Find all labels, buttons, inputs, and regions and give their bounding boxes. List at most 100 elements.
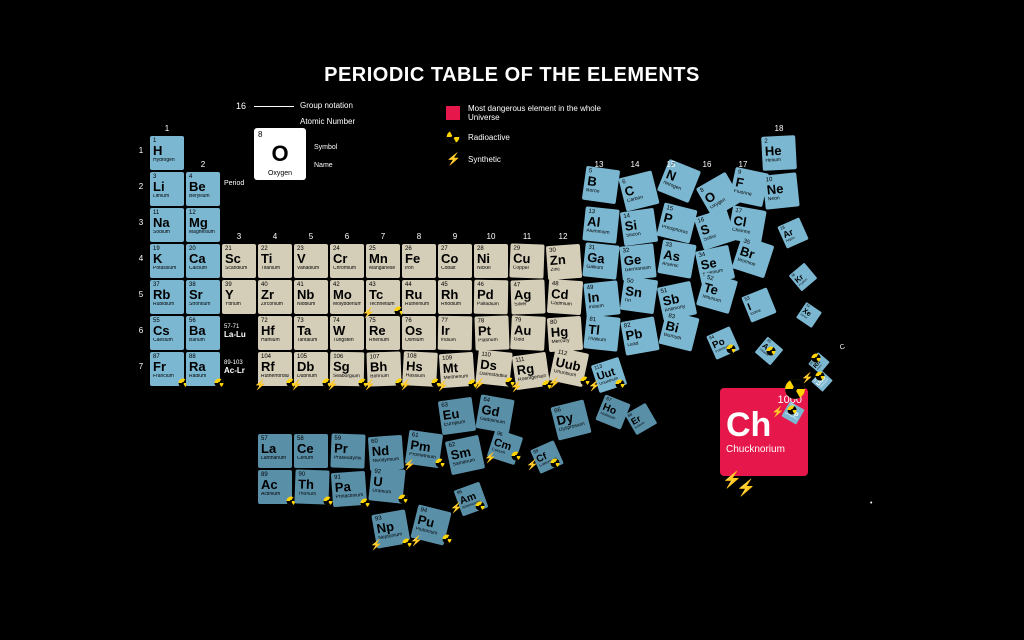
group-number: 11 <box>510 232 544 241</box>
element-name: Gold <box>513 337 541 343</box>
group-number: 15 <box>654 160 688 169</box>
element-name: Iron <box>405 266 433 271</box>
element-symbol: Sr <box>189 288 217 302</box>
bolt-icon: ⚡ <box>736 478 756 498</box>
element-name: Vanadium <box>297 266 325 271</box>
element-name: Rutherfordium <box>261 374 289 379</box>
period-number: 1 <box>136 146 146 155</box>
element-name: Technetium <box>369 302 397 307</box>
group-number: 4 <box>258 232 292 241</box>
debris-text: • <box>870 500 872 507</box>
element-As: 33AsArsenic <box>657 239 696 278</box>
bolt-icon: ⚡ <box>801 373 813 384</box>
bolt-icon: ⚡ <box>548 378 560 389</box>
element-Ca: 20CaCalcium <box>186 244 220 278</box>
element-H: 1HHydrogen <box>150 136 184 170</box>
period-number: 5 <box>136 290 146 299</box>
legend-pointer: Period <box>224 180 244 187</box>
element-Si: 14SiSilicon <box>620 208 658 246</box>
element-C: 6CCarbon <box>618 170 659 211</box>
element-Os: 76OsOsmium <box>402 316 436 350</box>
element-name: Tungsten <box>333 338 361 343</box>
legend-label: Atomic Number <box>300 116 355 128</box>
key-name: Oxygen <box>254 170 306 177</box>
element-name: Osmium <box>405 338 433 343</box>
element-name: Dubnium <box>297 374 325 379</box>
element-W: 74WTungsten <box>330 316 364 350</box>
element-Y: 39YYttrium <box>222 280 256 314</box>
element-name: Radium <box>189 374 217 379</box>
element-Li: 3LiLithium <box>150 172 184 206</box>
element-name: Tantalum <box>297 338 325 343</box>
element-symbol: Ti <box>261 252 289 266</box>
element-name: Cobalt <box>441 266 469 271</box>
group-number: 9 <box>438 232 472 241</box>
radioactive-icon <box>435 458 445 471</box>
radioactive-icon <box>475 501 485 514</box>
element-name: Titanium <box>261 266 289 271</box>
element-Cd: 48CdCadmium <box>547 279 583 315</box>
element-symbol: He <box>765 143 794 158</box>
element-symbol: Db <box>297 360 325 374</box>
element-name: Thorium <box>298 492 326 498</box>
element-name: Silver <box>514 302 542 308</box>
radioactive-icon <box>726 344 736 357</box>
legend-pointer: Symbol <box>314 144 337 151</box>
element-name: Mercury <box>551 338 579 345</box>
element-name: Rhenium <box>369 338 397 343</box>
element-Cr: 24CrChromium <box>330 244 364 278</box>
element-symbol: Pt <box>478 324 506 339</box>
bolt-icon: ⚡ <box>436 381 448 392</box>
bolt-icon: ⚡ <box>450 503 462 514</box>
element-symbol: Ca <box>189 252 217 266</box>
element-Nb: 41NbNiobium <box>294 280 328 314</box>
legend-label: Group notation <box>300 100 353 112</box>
element-Sm: 62SmSamarium <box>445 435 485 475</box>
element-symbol: Cr <box>333 252 361 266</box>
radioactive-icon <box>787 405 797 418</box>
element-symbol: Rh <box>441 288 469 302</box>
element-Tl: 81TlThallium <box>583 314 620 351</box>
element-Zr: 40ZrZirconium <box>258 280 292 314</box>
element-symbol: Be <box>189 180 217 194</box>
lanthanide-range: 57-71La-Lu <box>224 321 246 339</box>
element-Mg: 12MgMagnesium <box>186 208 220 242</box>
element-symbol: Ir <box>441 324 469 338</box>
element-symbol: Ba <box>189 324 217 338</box>
element-Mo: 42MoMolybdenum <box>330 280 364 314</box>
element-symbol: H <box>153 144 181 158</box>
legend-text: Synthetic <box>468 155 501 164</box>
element-K: 19KPotassium <box>150 244 184 278</box>
element-symbol: Pd <box>477 288 505 302</box>
period-number: 4 <box>136 254 146 263</box>
element-I: 53IIodine <box>741 287 776 322</box>
element-Sr: 38SrStrontium <box>186 280 220 314</box>
radioactive-icon <box>323 496 333 509</box>
element-name: Actinium <box>261 492 289 497</box>
element-symbol: Os <box>405 324 433 338</box>
group-number: 10 <box>474 232 508 241</box>
radioactive-icon <box>398 494 408 507</box>
radioactive-icon <box>811 353 821 366</box>
element-name: Platinum <box>478 338 506 344</box>
element-Ba: 56BaBarium <box>186 316 220 350</box>
element-Ir: 77IrIridium <box>438 316 473 351</box>
element-name: Francium <box>153 374 181 379</box>
element-Pb: 82PbLead <box>620 316 659 355</box>
element-He: 2HeHelium <box>761 135 797 171</box>
element-name: Nickel <box>477 266 505 271</box>
group-number: 12 <box>546 232 580 241</box>
element-name: Rubidium <box>153 302 181 307</box>
element-symbol: Cu <box>513 252 541 267</box>
element-Fe: 26FeIron <box>402 244 436 278</box>
period-number: 2 <box>136 182 146 191</box>
radioactive-icon <box>442 534 452 547</box>
element-name: Zirconium <box>261 302 289 307</box>
element-symbol: Bh <box>370 360 398 375</box>
element-Ta: 73TaTantalum <box>294 316 328 350</box>
element-name: Beryllium <box>189 194 217 199</box>
element-symbol: Re <box>369 324 397 338</box>
element-Rb: 37RbRubidium <box>150 280 184 314</box>
group-number: 18 <box>762 124 796 133</box>
element-name: Hafnium <box>261 338 289 343</box>
